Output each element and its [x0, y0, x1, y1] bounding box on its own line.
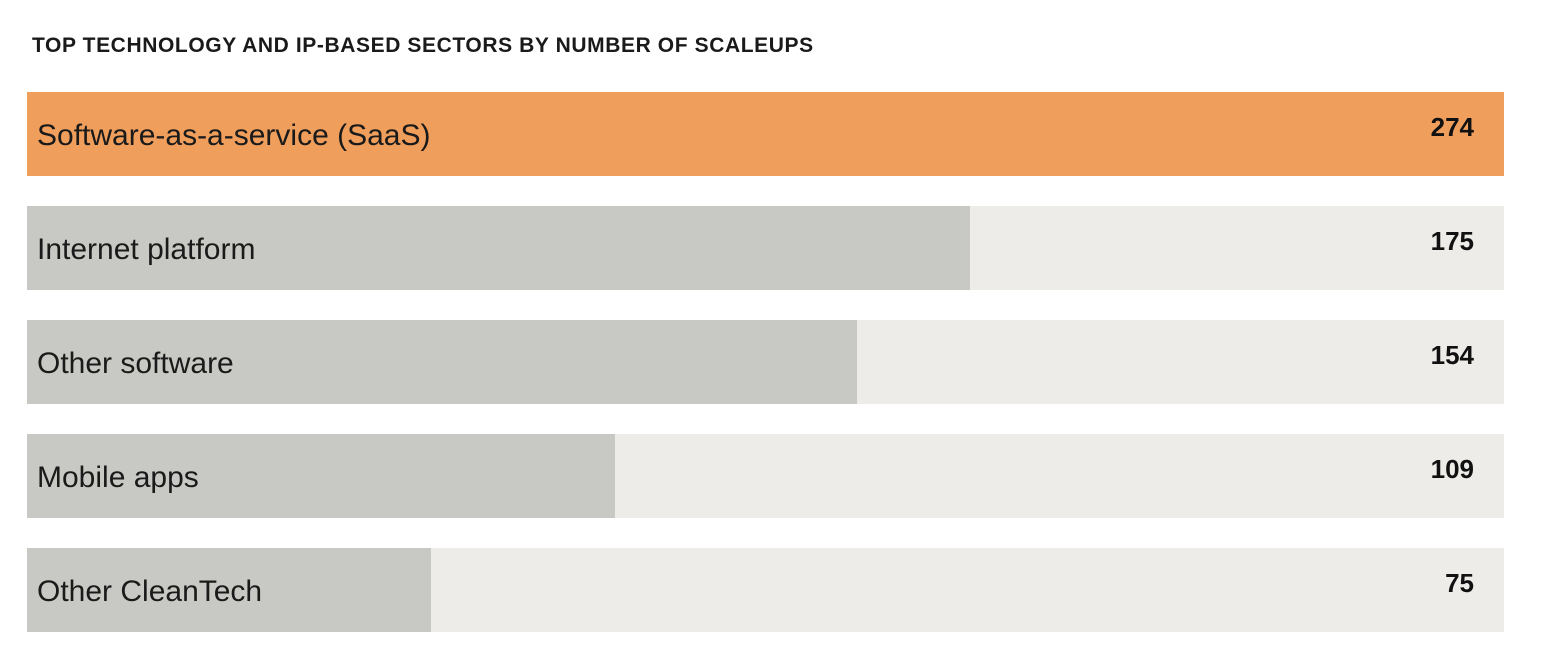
bar [27, 206, 971, 290]
bar-row: Internet platform 175 [27, 206, 1504, 290]
bar-row: Other CleanTech 75 [27, 548, 1504, 632]
bar-chart: Software-as-a-service (SaaS) 274 Internet … [27, 92, 1504, 662]
bar [27, 92, 1504, 176]
bar-category-label: Mobile apps [37, 461, 199, 494]
bar [27, 548, 432, 632]
bar-row: Mobile apps 109 [27, 434, 1504, 518]
bar-value-label: 274 [1430, 112, 1474, 142]
bar-value-label: 109 [1430, 454, 1474, 484]
bar-value-label: 75 [1445, 568, 1474, 598]
chart-title: TOP TECHNOLOGY AND IP-BASED SECTORS BY N… [32, 34, 814, 57]
bar-row: Software-as-a-service (SaaS) 274 [27, 92, 1504, 176]
bar [27, 320, 858, 404]
bar [27, 434, 615, 518]
bar-category-label: Software-as-a-service (SaaS) [37, 119, 431, 152]
bar-value-label: 154 [1430, 340, 1474, 370]
bar-category-label: Internet platform [37, 233, 256, 266]
bar-category-label: Other CleanTech [37, 575, 263, 608]
bar-value-label: 175 [1430, 226, 1474, 256]
bar-row: Other software 154 [27, 320, 1504, 404]
bar-category-label: Other software [37, 347, 234, 380]
